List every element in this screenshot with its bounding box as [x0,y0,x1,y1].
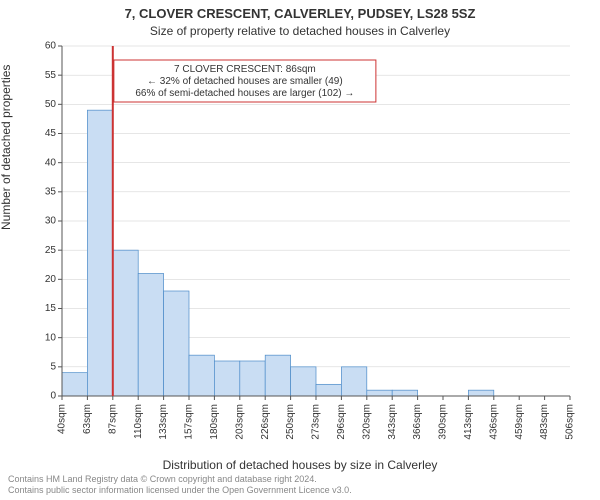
y-tick-label: 5 [50,361,56,372]
x-tick-label: 133sqm [158,404,169,440]
y-tick-label: 60 [45,41,57,52]
x-tick-label: 250sqm [285,404,296,440]
histogram-bar [468,390,493,396]
y-tick-label: 40 [45,157,57,168]
footer-line-1: Contains HM Land Registry data © Crown c… [8,474,592,485]
x-tick-label: 366sqm [412,404,423,440]
y-tick-label: 30 [45,216,57,227]
x-tick-label: 459sqm [514,404,525,440]
x-tick-label: 110sqm [133,404,144,439]
x-tick-label: 483sqm [539,404,550,440]
x-tick-label: 413sqm [463,404,474,440]
y-tick-label: 15 [45,303,57,314]
x-tick-label: 320sqm [361,404,372,440]
x-tick-label: 390sqm [438,404,449,440]
histogram-bar [240,361,265,396]
y-tick-label: 45 [45,128,57,139]
x-tick-label: 296sqm [336,404,347,440]
annotation-line: 66% of semi-detached houses are larger (… [135,88,354,99]
plot-area: 05101520253035404550556040sqm63sqm87sqm1… [56,46,576,396]
footer-line-2: Contains public sector information licen… [8,485,592,496]
y-tick-label: 55 [45,70,57,81]
chart-title-main: 7, CLOVER CRESCENT, CALVERLEY, PUDSEY, L… [0,6,600,21]
chart-container: 7, CLOVER CRESCENT, CALVERLEY, PUDSEY, L… [0,0,600,500]
histogram-bar [291,367,316,396]
annotation-line: 7 CLOVER CRESCENT: 86sqm [174,64,316,75]
annotation-line: ← 32% of detached houses are smaller (49… [147,76,343,87]
y-tick-label: 10 [45,332,57,343]
x-tick-label: 157sqm [184,404,195,440]
histogram-bar [316,384,341,396]
x-tick-label: 63sqm [82,404,93,434]
x-tick-label: 343sqm [387,404,398,440]
chart-title-sub: Size of property relative to detached ho… [0,24,600,38]
histogram-bar [189,355,214,396]
y-tick-label: 35 [45,186,57,197]
histogram-bar [214,361,239,396]
histogram-bar [62,373,87,396]
histogram-bar [341,367,366,396]
x-tick-label: 180sqm [209,404,220,440]
x-tick-label: 273sqm [311,404,322,440]
y-axis-label: Number of detached properties [0,65,13,230]
x-tick-label: 203sqm [234,404,245,440]
histogram-bar [113,250,138,396]
histogram-bar [367,390,392,396]
histogram-bar [392,390,417,396]
histogram-bar [265,355,290,396]
x-tick-label: 436sqm [488,404,499,440]
x-tick-label: 87sqm [107,404,118,434]
plot-svg: 05101520253035404550556040sqm63sqm87sqm1… [56,46,576,396]
y-tick-label: 0 [50,391,56,402]
histogram-bar [87,110,112,396]
x-tick-label: 226sqm [260,404,271,440]
y-tick-label: 50 [45,99,57,110]
footer: Contains HM Land Registry data © Crown c… [0,470,600,500]
x-tick-label: 40sqm [57,404,68,434]
histogram-bar [164,291,189,396]
y-tick-label: 25 [45,245,57,256]
y-tick-label: 20 [45,274,57,285]
histogram-bar [138,274,163,397]
x-tick-label: 506sqm [565,404,576,440]
